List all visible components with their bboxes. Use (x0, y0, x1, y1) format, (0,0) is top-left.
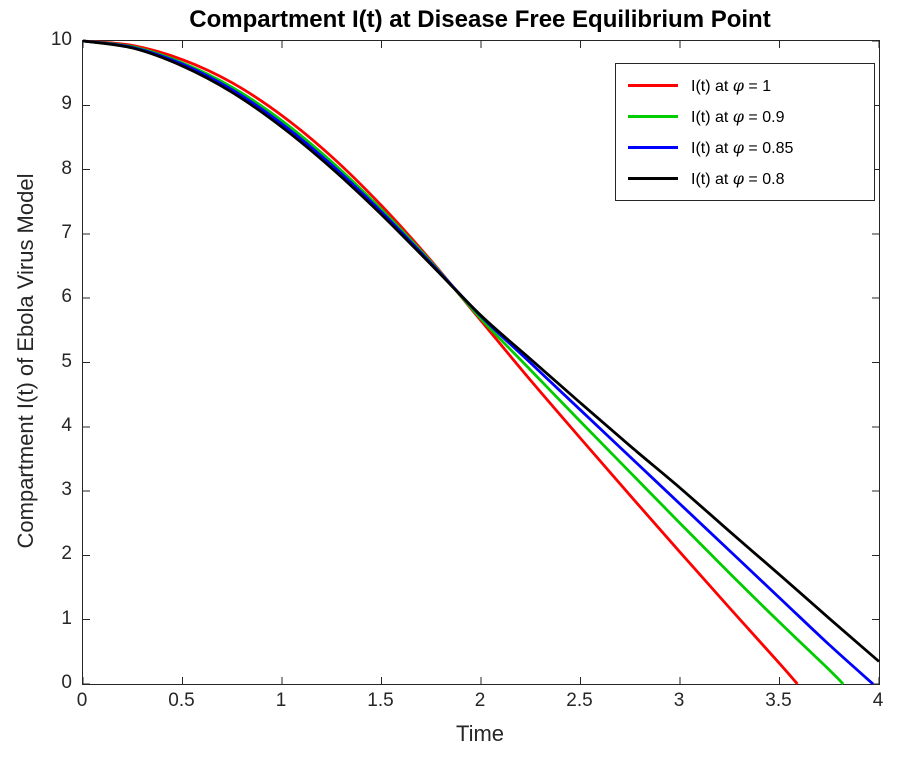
y-tick-label: 5 (61, 350, 72, 372)
x-tick-label: 3.5 (765, 690, 792, 711)
legend-entry-label: I(t) at φ = 0.8 (691, 168, 785, 188)
legend-entry: I(t) at φ = 1 (628, 70, 862, 101)
legend-entry: I(t) at φ = 0.8 (628, 163, 862, 194)
x-tick-label: 2 (474, 690, 486, 711)
phi-symbol: φ (732, 137, 744, 157)
chart-title: Compartment I(t) at Disease Free Equilib… (189, 6, 771, 33)
series-line-3 (82, 39, 880, 663)
y-tick-label: 6 (61, 286, 72, 308)
legend-entry-label: I(t) at φ = 1 (691, 75, 772, 95)
x-axis-label: Time (455, 721, 505, 746)
legend: I(t) at φ = 1 I(t) at φ = 0.9 I(t) at φ = … (615, 63, 875, 201)
x-tick-label: 0 (76, 690, 88, 711)
legend-entry: I(t) at φ = 0.9 (628, 101, 862, 132)
y-tick-label: 7 (61, 221, 72, 243)
y-tick-label: 2 (61, 543, 72, 565)
legend-entry-label: I(t) at φ = 0.9 (691, 106, 785, 126)
phi-symbol: φ (732, 75, 744, 95)
y-tick-label: 8 (61, 157, 72, 179)
y-tick-label: 3 (61, 479, 72, 501)
plot-area: I(t) at φ = 1 I(t) at φ = 0.9 I(t) at φ = … (82, 39, 880, 686)
phi-symbol: φ (732, 106, 744, 126)
phi-symbol: φ (732, 168, 744, 188)
legend-line-sample (628, 115, 678, 118)
series-line-1 (82, 39, 845, 685)
x-tick-label: 3 (673, 690, 685, 711)
legend-entry-label: I(t) at φ = 0.85 (691, 137, 794, 157)
y-tick-label: 4 (61, 414, 72, 436)
y-tick-label: 0 (61, 672, 72, 693)
x-tick-label: 1 (275, 690, 287, 711)
legend-line-sample (628, 146, 678, 149)
legend-line-sample (628, 177, 678, 180)
legend-line-sample (628, 84, 678, 87)
x-tick-label: 4 (872, 690, 884, 711)
x-tick-label: 1.5 (367, 690, 394, 711)
x-tick-label: 0.5 (168, 690, 195, 711)
y-tick-label: 9 (61, 93, 72, 115)
plot-canvas (82, 39, 880, 686)
legend-entry: I(t) at φ = 0.85 (628, 132, 862, 163)
y-tick-label: 1 (61, 607, 72, 629)
y-tick-label: 10 (50, 29, 72, 50)
x-tick-label: 2.5 (566, 690, 593, 711)
